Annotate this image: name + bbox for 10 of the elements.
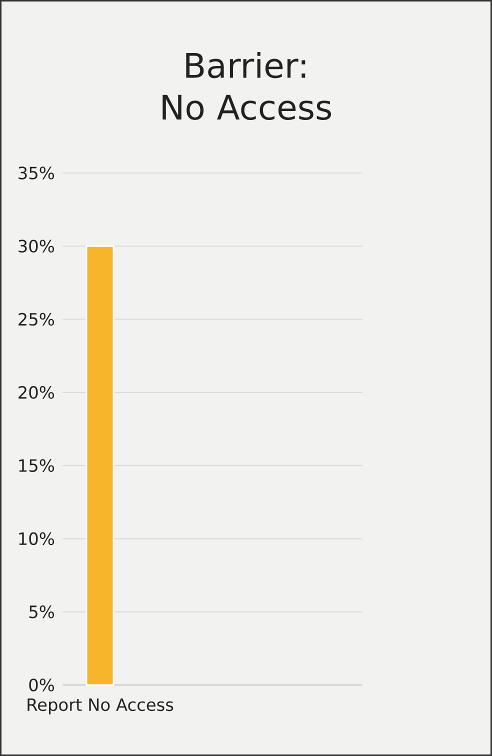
y-tick-label: 5% <box>29 605 54 618</box>
y-tick-label: 35% <box>18 166 54 180</box>
x-tick-label: Report No Access <box>28 698 174 714</box>
chart-title: Barrier: No Access <box>162 52 332 120</box>
y-tick-label: 10% <box>19 532 54 546</box>
y-tick-label: 0% <box>29 678 54 692</box>
y-tick-label: 25% <box>18 312 54 326</box>
y-tick-label: 30% <box>18 240 54 253</box>
y-tick-label: 20% <box>18 386 54 399</box>
y-tick-label: 15% <box>19 459 54 472</box>
